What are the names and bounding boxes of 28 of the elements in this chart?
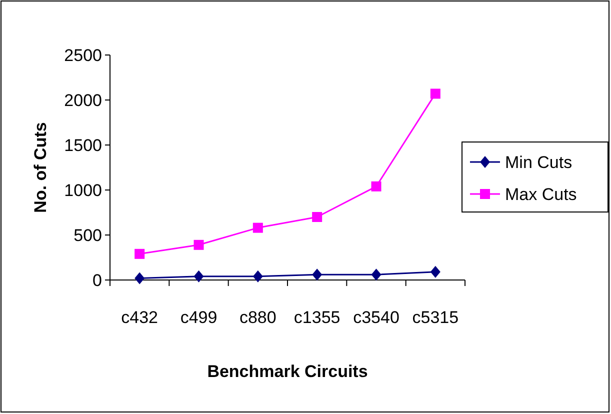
point xyxy=(312,212,322,222)
point xyxy=(194,240,204,250)
point xyxy=(134,248,145,259)
point xyxy=(430,266,440,278)
point xyxy=(430,88,440,99)
legend-label: Min Cuts xyxy=(505,152,572,172)
x-tick-label: c1355 xyxy=(294,308,340,327)
x-tick-label: c499 xyxy=(180,308,218,327)
x-tick-label: c432 xyxy=(121,308,158,327)
point xyxy=(194,270,204,282)
x-axis-title: Benchmark Circuits xyxy=(207,362,368,381)
x-tick-label: c5315 xyxy=(412,308,459,327)
y-tick-label: 2000 xyxy=(64,90,102,110)
point xyxy=(134,272,145,284)
y-tick-label: 500 xyxy=(74,226,102,245)
y-tick-label: 1500 xyxy=(64,136,102,155)
point xyxy=(371,181,382,192)
x-tick-label: c3540 xyxy=(353,308,400,327)
x-tick-label: c880 xyxy=(239,308,276,327)
y-axis-title: No. of Cuts xyxy=(31,122,50,213)
y-tick-label: 2500 xyxy=(64,46,102,65)
point xyxy=(252,222,263,233)
y-tick-label: 1000 xyxy=(64,180,102,200)
point xyxy=(371,268,382,281)
legend-label: Max Cuts xyxy=(505,184,577,204)
point xyxy=(312,268,322,281)
y-tick-label: 0 xyxy=(92,270,102,290)
point xyxy=(252,270,263,282)
